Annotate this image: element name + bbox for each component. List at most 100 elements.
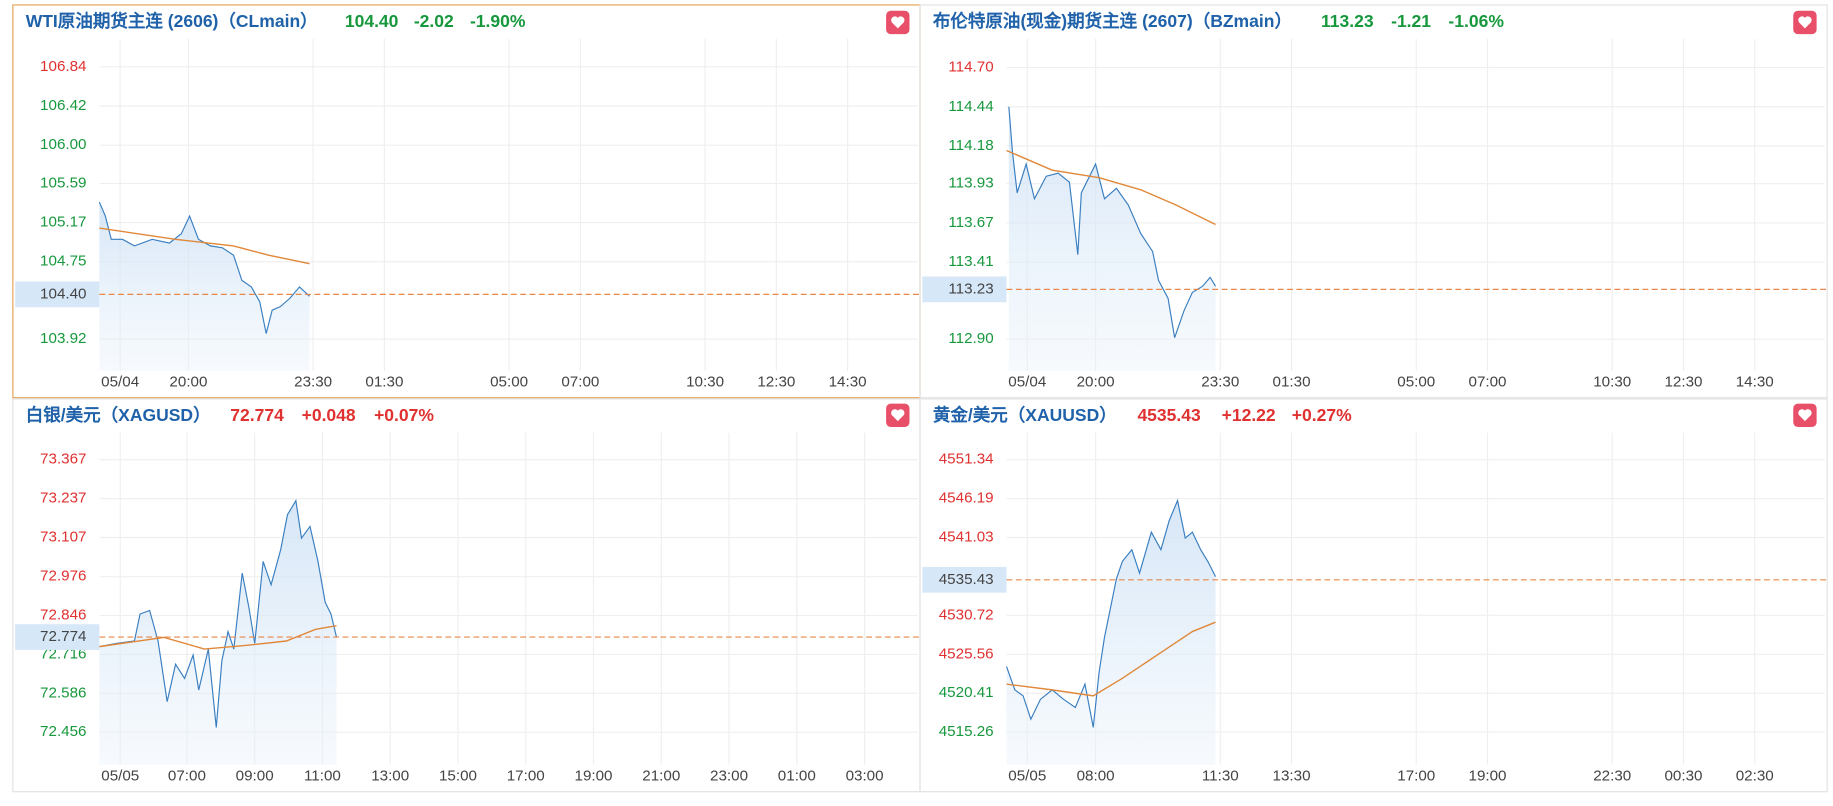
price-line: [99, 499, 338, 728]
average-line: [99, 227, 310, 265]
quote-change: +12.22: [1222, 405, 1276, 425]
quote-change: +0.048: [302, 405, 356, 425]
y-tick-label: 4551.34: [939, 451, 994, 468]
x-tick-label: 21:00: [642, 768, 680, 785]
instrument-title: WTI原油期货主连 (2606)（CLmain）: [26, 11, 318, 31]
x-tick-label: 05/05: [101, 768, 139, 785]
x-tick-label: 00:30: [1664, 768, 1702, 785]
x-tick-label: 09:00: [236, 768, 274, 785]
x-tick-label: 14:30: [829, 374, 867, 391]
x-tick-label: 15:00: [439, 768, 477, 785]
x-tick-label: 12:30: [1664, 374, 1702, 391]
average-line: [1006, 621, 1216, 697]
y-tick-label: 4530.72: [939, 606, 994, 623]
price-line: [1008, 106, 1217, 338]
last-price-label: 104.40: [40, 285, 86, 302]
quote-price: 113.23: [1321, 11, 1374, 31]
last-price-box: [922, 566, 1007, 593]
instrument-title: 布伦特原油(现金)期货主连 (2607)（BZmain）: [933, 11, 1292, 31]
x-tick-label: 01:30: [365, 374, 403, 391]
quote-change: -1.21: [1391, 11, 1431, 31]
quote-price: 72.774: [230, 405, 284, 425]
price-area: [1006, 500, 1216, 765]
y-tick-label: 72.976: [40, 568, 86, 585]
x-tick-label: 10:30: [686, 374, 724, 391]
x-tick-label: 13:00: [371, 768, 409, 785]
quote-price: 4535.43: [1137, 405, 1201, 425]
y-tick-label: 103.92: [40, 330, 86, 347]
instrument-title: 黄金/美元（XAUUSD）: [933, 405, 1117, 425]
y-tick-label: 73.107: [40, 529, 86, 546]
y-tick-label: 113.41: [948, 253, 993, 270]
quote-change-pct: -1.06%: [1448, 11, 1504, 31]
chart-panel: 布伦特原油(现金)期货主连 (2607)（BZmain） 113.23 -1.21-…: [922, 11, 1828, 391]
quote-price: 104.40: [345, 11, 399, 31]
y-tick-label: 114.70: [948, 59, 993, 76]
favorite-icon[interactable]: [886, 403, 910, 427]
y-tick-label: 113.67: [948, 214, 993, 231]
y-tick-label: 106.00: [40, 136, 86, 153]
x-tick-label: 23:00: [710, 768, 748, 785]
x-tick-label: 19:00: [575, 768, 613, 785]
x-tick-label: 19:00: [1469, 768, 1507, 785]
quote-change-pct: -1.90%: [470, 11, 526, 31]
panel-frame: [919, 4, 1828, 399]
favorite-icon[interactable]: [886, 10, 910, 35]
y-tick-label: 4515.26: [939, 723, 994, 740]
heart: [1798, 16, 1812, 29]
x-tick-label: 05:00: [490, 374, 528, 391]
x-tick-label: 11:30: [1202, 768, 1239, 785]
y-tick-label: 73.367: [40, 451, 86, 468]
x-tick-label: 08:00: [1077, 768, 1115, 785]
y-tick-label: 112.90: [948, 330, 993, 347]
x-tick-label: 10:30: [1593, 374, 1631, 391]
y-tick-label: 72.586: [40, 684, 86, 701]
favorite-icon[interactable]: [1793, 403, 1817, 427]
panel-frame: [919, 398, 1828, 793]
x-tick-label: 02:30: [1736, 768, 1774, 785]
heart: [891, 16, 905, 29]
y-tick-label: 4520.41: [939, 684, 994, 701]
last-price-box: [15, 281, 100, 308]
y-tick-label: 105.59: [40, 174, 86, 191]
quote-change: -2.02: [414, 11, 454, 31]
instrument-title: 白银/美元（XAGUSD）: [26, 405, 211, 425]
y-tick-label: 106.42: [40, 97, 86, 114]
last-price-box: [15, 624, 100, 650]
x-tick-label: 07:00: [561, 374, 599, 391]
x-tick-label: 22:30: [1593, 768, 1631, 785]
last-price-label: 4535.43: [939, 571, 994, 588]
y-tick-label: 106.84: [40, 58, 86, 75]
x-tick-label: 23:30: [294, 374, 332, 391]
x-tick-label: 23:30: [1201, 374, 1239, 391]
chart-panel: WTI原油期货主连 (2606)（CLmain） 104.40 -2.02 -1.90…: [15, 11, 921, 391]
y-tick-label: 104.75: [40, 253, 86, 270]
average-line: [1006, 149, 1216, 226]
x-tick-label: 03:00: [846, 768, 884, 785]
last-price-label: 113.23: [948, 280, 993, 297]
y-tick-label: 113.93: [948, 175, 993, 192]
x-tick-label: 07:00: [1469, 374, 1507, 391]
x-tick-label: 05:00: [1397, 374, 1435, 391]
x-tick-label: 01:30: [1273, 374, 1311, 391]
y-tick-label: 114.44: [948, 98, 993, 115]
heart: [1798, 409, 1812, 422]
price-line: [1005, 498, 1217, 728]
y-tick-label: 4525.56: [939, 645, 994, 662]
y-tick-label: 114.18: [948, 137, 993, 154]
quote-change-pct: +0.07%: [374, 405, 434, 425]
x-tick-label: 12:30: [757, 374, 795, 391]
x-tick-label: 05/04: [1008, 374, 1046, 391]
last-price-box: [922, 276, 1007, 303]
x-tick-label: 13:30: [1273, 768, 1311, 785]
price-area: [1008, 106, 1216, 371]
price-area: [99, 500, 337, 765]
x-tick-label: 17:00: [507, 768, 545, 785]
chart-panel: 黄金/美元（XAUUSD） 4535.43 +12.22 +0.27% 4551.34 4…: [922, 405, 1828, 785]
y-tick-label: 4546.19: [939, 490, 994, 507]
x-tick-label: 07:00: [168, 768, 206, 785]
x-tick-label: 11:00: [304, 768, 341, 785]
favorite-icon[interactable]: [1793, 10, 1817, 35]
